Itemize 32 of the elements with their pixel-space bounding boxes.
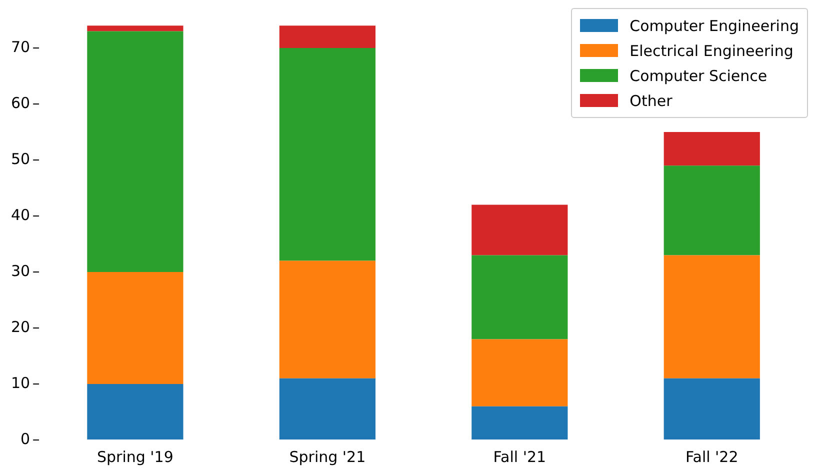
bar: [279, 378, 376, 440]
bar: [87, 272, 184, 384]
y-tick-label: 50: [10, 150, 30, 168]
bar: [279, 26, 376, 48]
bar: [664, 132, 760, 166]
y-tick-label: 10: [10, 374, 30, 392]
y-tick-label: 60: [10, 94, 30, 112]
bar: [472, 339, 568, 406]
bar: [87, 384, 184, 440]
x-tick-label: Spring '19: [97, 448, 174, 466]
y-tick-label: 70: [10, 38, 30, 56]
y-tick-label: 20: [10, 318, 30, 336]
x-tick-label: Spring '21: [289, 448, 366, 466]
bar: [472, 255, 568, 340]
legend-label: Other: [630, 92, 672, 110]
bar: [87, 31, 184, 272]
bar: [472, 204, 568, 256]
bar: [279, 48, 376, 261]
bar: [664, 166, 760, 256]
legend-label: Electrical Engineering: [630, 42, 794, 60]
y-tick-label: 40: [10, 206, 30, 224]
legend-label: Computer Engineering: [630, 16, 799, 34]
x-tick-label: Fall '21: [493, 448, 546, 466]
x-tick-label: Fall '22: [686, 448, 738, 466]
bar: [87, 26, 184, 32]
bar: [472, 406, 568, 440]
y-tick-label: 0: [20, 430, 30, 448]
bar: [664, 255, 760, 378]
y-tick-label: 30: [10, 262, 30, 280]
bar: [664, 378, 760, 440]
bar: [279, 260, 376, 378]
legend-label: Computer Science: [630, 66, 768, 84]
